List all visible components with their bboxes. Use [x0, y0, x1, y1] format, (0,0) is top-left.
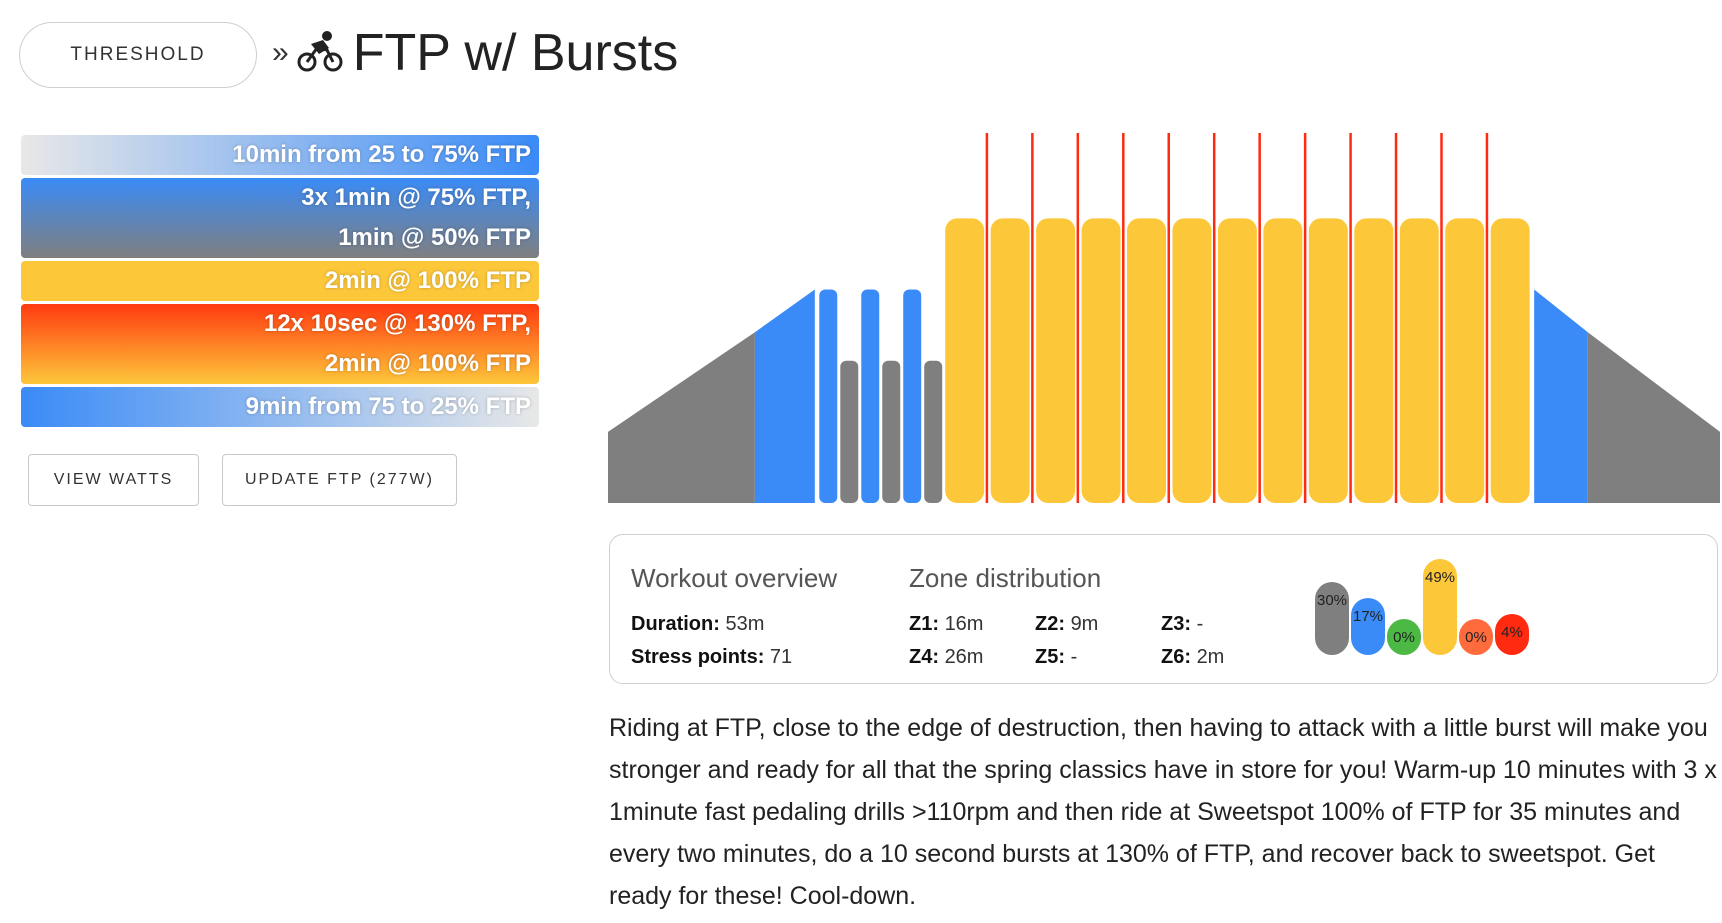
page-title: FTP w/ Bursts — [352, 24, 679, 82]
overview-heading: Workout overview — [631, 563, 838, 593]
segment-label: 2min @ 100% FTP — [324, 267, 531, 294]
cyclist-icon — [297, 30, 353, 77]
zone-label: Z4: — [909, 646, 939, 668]
ramp-block — [1587, 332, 1720, 503]
burst-block — [1394, 133, 1398, 503]
workout-block — [1036, 218, 1076, 503]
burst-block — [1258, 133, 1261, 503]
workout-block — [1217, 218, 1257, 503]
workout-block — [945, 218, 985, 503]
ramp-block — [608, 332, 755, 503]
zone-bar: 17% — [1351, 598, 1385, 655]
workout-block — [1172, 218, 1212, 503]
category-button[interactable]: THRESHOLD — [19, 22, 257, 88]
zone-bar: 0% — [1459, 619, 1493, 655]
workout-block — [819, 289, 838, 503]
breadcrumb-separator: » — [272, 36, 289, 69]
zone-item: Z1: 16m — [909, 613, 983, 636]
zone-value: 9m — [1070, 613, 1099, 635]
zone-label: Z3: — [1161, 613, 1191, 635]
zone-bar: 49% — [1423, 559, 1457, 655]
zone-value: - — [1196, 613, 1204, 635]
segment-label: 10min from 25 to 75% FTP — [232, 141, 531, 168]
stress-value: 71 — [769, 646, 793, 668]
workout-block — [1308, 218, 1348, 503]
zone-value: 16m — [944, 613, 984, 635]
stress-row: Stress points: 71 — [631, 646, 792, 669]
zone-bar: 4% — [1495, 614, 1529, 655]
burst-block — [1440, 133, 1443, 503]
workout-block — [1354, 218, 1394, 503]
zone-item: Z3: - — [1161, 613, 1203, 636]
zone-bar: 30% — [1315, 582, 1349, 655]
zone-value: 2m — [1196, 646, 1225, 668]
segment-warmup: 10min from 25 to 75% FTP — [21, 135, 539, 175]
segment-label: 9min from 75 to 25% FTP — [245, 393, 531, 420]
workout-block — [1081, 218, 1121, 503]
burst-block — [985, 133, 989, 503]
duration-label: Duration: — [631, 613, 720, 635]
burst-block — [1122, 133, 1125, 503]
workout-block — [882, 360, 901, 503]
workout-block — [1490, 218, 1530, 503]
burst-block — [1076, 133, 1080, 503]
segment-cooldown: 9min from 75 to 25% FTP — [21, 387, 539, 427]
zone-label: Z2: — [1035, 613, 1065, 635]
zone-bar: 0% — [1387, 619, 1421, 655]
workout-block — [990, 218, 1030, 503]
ramp-block — [754, 289, 815, 503]
workout-block — [1399, 218, 1439, 503]
zone-item: Z5: - — [1035, 646, 1077, 669]
burst-block — [1212, 133, 1216, 503]
workout-description: Riding at FTP, close to the edge of dest… — [609, 714, 1717, 910]
zone-value: 26m — [944, 646, 984, 668]
zone-item: Z6: 2m — [1161, 646, 1224, 669]
segment-label: 1min @ 50% FTP — [338, 224, 531, 251]
zone-label: Z1: — [909, 613, 939, 635]
title-row: » FTP w/ Bursts — [272, 18, 678, 88]
zone-item: Z4: 26m — [909, 646, 983, 669]
burst-block — [1167, 133, 1170, 503]
workout-block — [861, 289, 880, 503]
workout-chart — [608, 133, 1720, 503]
zone-item: Z2: 9m — [1035, 613, 1098, 636]
stress-label: Stress points: — [631, 646, 765, 668]
burst-block — [1349, 133, 1352, 503]
duration-row: Duration: 53m — [631, 613, 764, 636]
segment-bursts: 12x 10sec @ 130% FTP, 2min @ 100% FTP — [21, 304, 539, 384]
burst-block — [1031, 133, 1034, 503]
segment-label: 12x 10sec @ 130% FTP, — [263, 310, 531, 337]
segment-list: 10min from 25 to 75% FTP 3x 1min @ 75% F… — [21, 135, 539, 430]
workout-block — [903, 289, 922, 503]
zone-heading: Zone distribution — [909, 563, 1102, 593]
zone-label: Z6: — [1161, 646, 1191, 668]
segment-threshold: 2min @ 100% FTP — [21, 261, 539, 301]
segment-drills: 3x 1min @ 75% FTP, 1min @ 50% FTP — [21, 178, 539, 258]
zone-label: Z5: — [1035, 646, 1065, 668]
workout-block — [924, 360, 943, 503]
zone-value: - — [1070, 646, 1078, 668]
workout-block — [1127, 218, 1166, 503]
workout-block — [1445, 218, 1485, 503]
update-ftp-button[interactable]: UPDATE FTP (277W) — [222, 454, 457, 506]
workout-overview-panel: Workout overview Duration: 53m Stress po… — [609, 534, 1718, 684]
burst-block — [1485, 133, 1489, 503]
segment-label: 3x 1min @ 75% FTP, — [301, 184, 531, 211]
workout-block — [1263, 218, 1303, 503]
view-watts-button[interactable]: VIEW WATTS — [28, 454, 199, 506]
ramp-block — [1534, 289, 1588, 503]
burst-block — [1303, 133, 1307, 503]
duration-value: 53m — [725, 613, 765, 635]
workout-block — [840, 360, 859, 503]
segment-label: 2min @ 100% FTP — [324, 350, 531, 377]
